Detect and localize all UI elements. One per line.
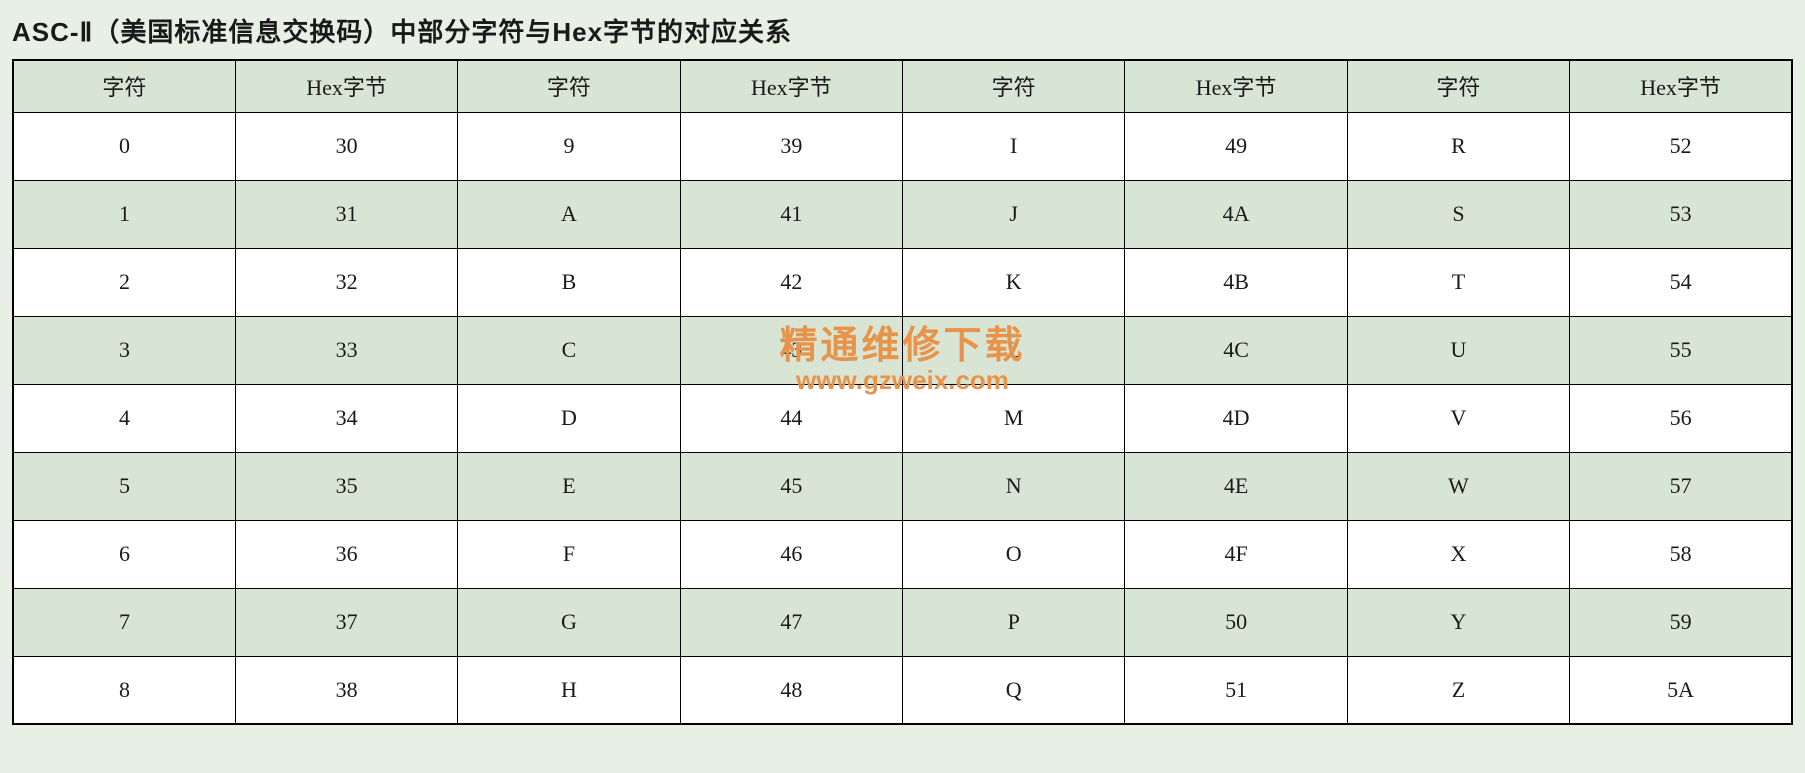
table-cell: 43 bbox=[680, 316, 902, 384]
table-cell: L bbox=[903, 316, 1125, 384]
table-cell: 50 bbox=[1125, 588, 1347, 656]
table-cell: K bbox=[903, 248, 1125, 316]
table-cell: 53 bbox=[1570, 180, 1792, 248]
table-cell: 38 bbox=[235, 656, 457, 724]
table-cell: 5A bbox=[1570, 656, 1792, 724]
table-cell: 33 bbox=[235, 316, 457, 384]
table-cell: 51 bbox=[1125, 656, 1347, 724]
table-cell: 56 bbox=[1570, 384, 1792, 452]
table-cell: Q bbox=[903, 656, 1125, 724]
table-row: 3 33 C 43 L 4C U 55 bbox=[13, 316, 1792, 384]
table-cell: 35 bbox=[235, 452, 457, 520]
table-cell: S bbox=[1347, 180, 1569, 248]
table-cell: 45 bbox=[680, 452, 902, 520]
table-row: 7 37 G 47 P 50 Y 59 bbox=[13, 588, 1792, 656]
table-cell: 7 bbox=[13, 588, 235, 656]
table-cell: 59 bbox=[1570, 588, 1792, 656]
column-header: Hex字节 bbox=[680, 60, 902, 112]
table-cell: 37 bbox=[235, 588, 457, 656]
table-cell: 9 bbox=[458, 112, 680, 180]
table-cell: X bbox=[1347, 520, 1569, 588]
table-cell: 39 bbox=[680, 112, 902, 180]
table-row: 2 32 B 42 K 4B T 54 bbox=[13, 248, 1792, 316]
table-cell: F bbox=[458, 520, 680, 588]
table-cell: 55 bbox=[1570, 316, 1792, 384]
page-title: ASC-Ⅱ（美国标准信息交换码）中部分字符与Hex字节的对应关系 bbox=[12, 12, 1793, 49]
table-cell: 4C bbox=[1125, 316, 1347, 384]
table-cell: 34 bbox=[235, 384, 457, 452]
table-cell: P bbox=[903, 588, 1125, 656]
table-row: 0 30 9 39 I 49 R 52 bbox=[13, 112, 1792, 180]
column-header: 字符 bbox=[1347, 60, 1569, 112]
column-header: 字符 bbox=[13, 60, 235, 112]
table-cell: E bbox=[458, 452, 680, 520]
table-cell: G bbox=[458, 588, 680, 656]
table-cell: 4A bbox=[1125, 180, 1347, 248]
table-row: 8 38 H 48 Q 51 Z 5A bbox=[13, 656, 1792, 724]
table-cell: W bbox=[1347, 452, 1569, 520]
table-cell: V bbox=[1347, 384, 1569, 452]
table-cell: 1 bbox=[13, 180, 235, 248]
table-cell: 2 bbox=[13, 248, 235, 316]
table-cell: 36 bbox=[235, 520, 457, 588]
table-cell: Y bbox=[1347, 588, 1569, 656]
table-row: 1 31 A 41 J 4A S 53 bbox=[13, 180, 1792, 248]
table-cell: 8 bbox=[13, 656, 235, 724]
table-row: 5 35 E 45 N 4E W 57 bbox=[13, 452, 1792, 520]
table-cell: 4F bbox=[1125, 520, 1347, 588]
table-cell: 5 bbox=[13, 452, 235, 520]
table-cell: 42 bbox=[680, 248, 902, 316]
table-cell: O bbox=[903, 520, 1125, 588]
table-cell: 4E bbox=[1125, 452, 1347, 520]
column-header: Hex字节 bbox=[1125, 60, 1347, 112]
table-cell: 49 bbox=[1125, 112, 1347, 180]
column-header: Hex字节 bbox=[1570, 60, 1792, 112]
column-header: Hex字节 bbox=[235, 60, 457, 112]
table-cell: A bbox=[458, 180, 680, 248]
table-cell: 57 bbox=[1570, 452, 1792, 520]
table-cell: J bbox=[903, 180, 1125, 248]
table-cell: 6 bbox=[13, 520, 235, 588]
table-row: 4 34 D 44 M 4D V 56 bbox=[13, 384, 1792, 452]
ascii-table: 字符 Hex字节 字符 Hex字节 字符 Hex字节 字符 Hex字节 0 30… bbox=[12, 59, 1793, 725]
table-cell: 54 bbox=[1570, 248, 1792, 316]
table-cell: 31 bbox=[235, 180, 457, 248]
table-cell: 4 bbox=[13, 384, 235, 452]
table-cell: R bbox=[1347, 112, 1569, 180]
table-cell: 52 bbox=[1570, 112, 1792, 180]
table-cell: T bbox=[1347, 248, 1569, 316]
table-cell: H bbox=[458, 656, 680, 724]
table-header-row: 字符 Hex字节 字符 Hex字节 字符 Hex字节 字符 Hex字节 bbox=[13, 60, 1792, 112]
table-cell: 32 bbox=[235, 248, 457, 316]
table-cell: 44 bbox=[680, 384, 902, 452]
table-cell: 4B bbox=[1125, 248, 1347, 316]
table-cell: U bbox=[1347, 316, 1569, 384]
table-cell: 30 bbox=[235, 112, 457, 180]
table-cell: 0 bbox=[13, 112, 235, 180]
column-header: 字符 bbox=[903, 60, 1125, 112]
column-header: 字符 bbox=[458, 60, 680, 112]
table-cell: 46 bbox=[680, 520, 902, 588]
table-cell: C bbox=[458, 316, 680, 384]
table-cell: 48 bbox=[680, 656, 902, 724]
table-cell: 4D bbox=[1125, 384, 1347, 452]
table-cell: 58 bbox=[1570, 520, 1792, 588]
table-row: 6 36 F 46 O 4F X 58 bbox=[13, 520, 1792, 588]
table-cell: N bbox=[903, 452, 1125, 520]
table-cell: I bbox=[903, 112, 1125, 180]
table-cell: 3 bbox=[13, 316, 235, 384]
table-body: 0 30 9 39 I 49 R 52 1 31 A 41 J 4A S 5 3 … bbox=[13, 112, 1792, 724]
table-cell: M bbox=[903, 384, 1125, 452]
table-cell: 47 bbox=[680, 588, 902, 656]
table-cell: 41 bbox=[680, 180, 902, 248]
table-cell: D bbox=[458, 384, 680, 452]
table-cell: Z bbox=[1347, 656, 1569, 724]
table-container: 字符 Hex字节 字符 Hex字节 字符 Hex字节 字符 Hex字节 0 30… bbox=[12, 59, 1793, 725]
table-cell: B bbox=[458, 248, 680, 316]
